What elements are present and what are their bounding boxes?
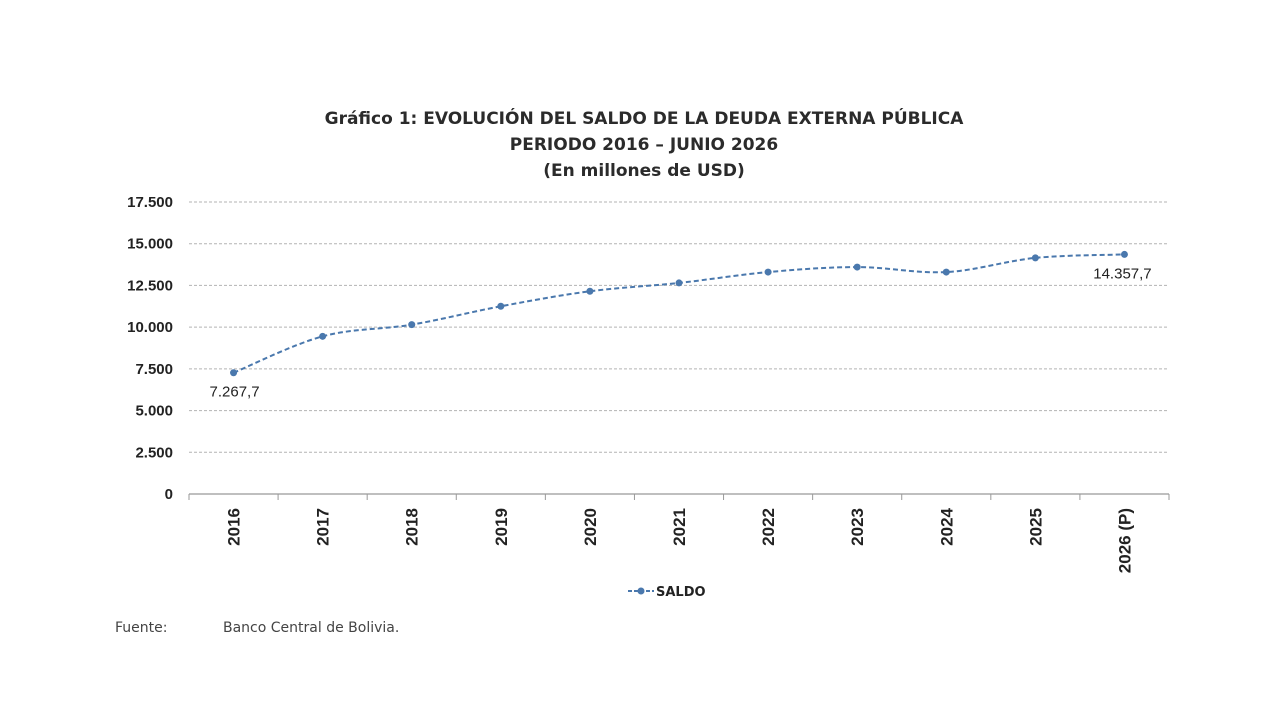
x-tick-label: 2026 (P): [1115, 508, 1134, 573]
data-point: [586, 287, 594, 295]
y-tick-label: 2.500: [135, 444, 173, 461]
x-tick-label: 2019: [492, 508, 511, 546]
y-tick-label: 7.500: [135, 361, 173, 378]
data-point: [764, 268, 772, 276]
data-point: [853, 263, 861, 271]
x-tick-label: 2016: [225, 508, 244, 546]
legend: SALDO: [628, 585, 706, 600]
x-tick-label: 2024: [937, 507, 956, 545]
x-tick-label: 2022: [759, 508, 778, 546]
chart-title-line-3: (En millones de USD): [543, 161, 745, 181]
data-point: [319, 332, 327, 340]
chart-title-line-2: PERIODO 2016 – JUNIO 2026: [509, 135, 779, 155]
source-label: Fuente:: [115, 620, 168, 636]
series-line-saldo: [233, 253, 1125, 374]
source-text: Banco Central de Bolivia.: [223, 620, 400, 636]
series-layer: [230, 250, 1128, 377]
data-point: [408, 321, 416, 329]
data-point: [1031, 254, 1039, 262]
legend-swatch-marker: [637, 587, 645, 595]
data-label: 7.267,7: [210, 384, 260, 401]
chart-title-line-1: Gráfico 1: EVOLUCIÓN DEL SALDO DE LA DEU…: [324, 109, 964, 129]
axis-layer: 0 2.500 5.000 7.500 10.000 12.500 15.000 17.500…: [127, 194, 1170, 573]
label-layer: 7.267,7 14.357,7: [210, 265, 1152, 400]
grid-layer: [189, 201, 1169, 453]
y-tick-label: 17.500: [127, 194, 173, 211]
x-tick-label: 2023: [848, 508, 867, 546]
y-tick-label: 12.500: [127, 277, 173, 294]
y-tick-label: 10.000: [127, 319, 173, 336]
x-tick-label: 2017: [314, 508, 333, 546]
y-tick-label: 0: [165, 486, 173, 503]
x-tick-label: 2025: [1026, 508, 1045, 546]
data-point: [942, 268, 950, 276]
data-point: [1120, 250, 1128, 258]
y-tick-label: 15.000: [127, 236, 173, 253]
legend-label-saldo: SALDO: [656, 585, 706, 600]
x-tick-label: 2018: [403, 508, 422, 546]
data-point: [497, 302, 505, 310]
data-label: 14.357,7: [1093, 265, 1151, 282]
y-tick-label: 5.000: [135, 403, 173, 420]
x-tick-label: 2021: [670, 508, 689, 546]
data-point: [675, 279, 683, 287]
chart-title: Gráfico 1: EVOLUCIÓN DEL SALDO DE LA DEU…: [0, 106, 1280, 184]
data-point: [230, 369, 238, 377]
x-tick-label: 2020: [581, 508, 600, 546]
